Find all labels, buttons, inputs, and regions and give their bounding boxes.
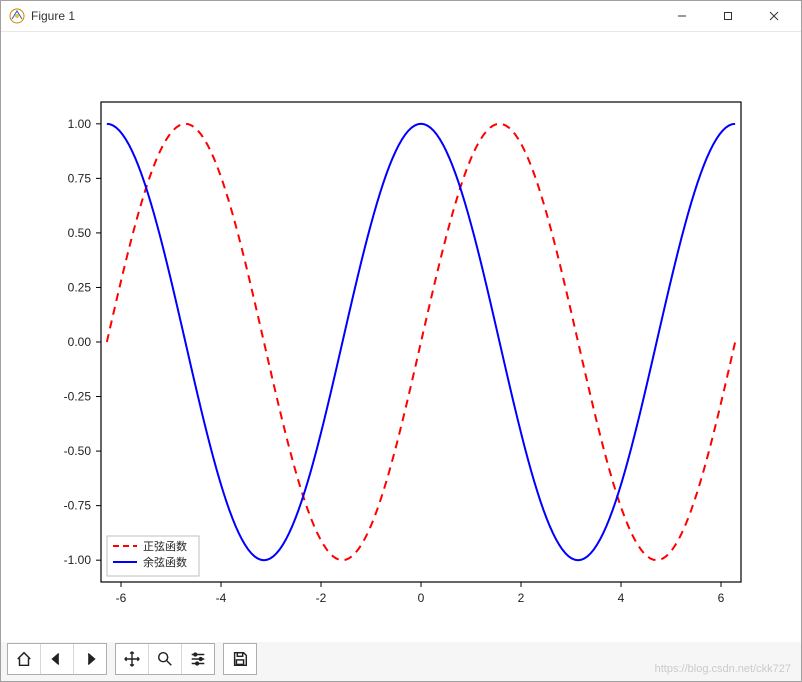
configure-button[interactable]	[182, 644, 214, 674]
forward-button[interactable]	[74, 644, 106, 674]
save-button[interactable]	[224, 644, 256, 674]
x-tick-label: -4	[216, 591, 227, 605]
y-tick-label: -0.25	[64, 390, 92, 404]
maximize-button[interactable]	[705, 1, 751, 31]
toolbar-group-view	[115, 643, 215, 675]
titlebar: Figure 1	[1, 1, 801, 32]
y-tick-label: 0.00	[68, 335, 92, 349]
plot-svg: -6 -4 -2 0 2 4 6 -1.00 -0.75 -0.50 -0.25 0.00 0.25 0.…	[1, 32, 801, 642]
figure-window: Figure 1 -6 -4 -2 0 2 4 6 -1.00 -0.75 -0.50 -0.25 0…	[0, 0, 802, 682]
plot-area[interactable]: -6 -4 -2 0 2 4 6 -1.00 -0.75 -0.50 -0.25 0.00 0.25 0.…	[1, 32, 801, 636]
minimize-button[interactable]	[659, 1, 705, 31]
y-tick-label: 0.25	[68, 280, 92, 294]
matplotlib-toolbar: https://blog.csdn.net/ckk727	[1, 636, 801, 681]
y-tick-label: 0.50	[68, 226, 92, 240]
window-title: Figure 1	[31, 9, 75, 23]
x-tick-label: 0	[418, 591, 425, 605]
x-tick-label: -6	[116, 591, 127, 605]
app-icon	[9, 8, 25, 24]
legend-label: 余弦函数	[143, 555, 187, 569]
y-tick-label: -0.75	[64, 499, 92, 513]
toolbar-group-save	[223, 643, 257, 675]
y-tick-label: 1.00	[68, 117, 92, 131]
y-tick-label: -1.00	[64, 553, 92, 567]
y-tick-label: 0.75	[68, 171, 92, 185]
home-button[interactable]	[8, 644, 41, 674]
pan-button[interactable]	[116, 644, 149, 674]
y-tick-label: -0.50	[64, 444, 92, 458]
x-tick-label: 4	[618, 591, 625, 605]
back-button[interactable]	[41, 644, 74, 674]
x-tick-label: 6	[718, 591, 725, 605]
x-tick-label: 2	[518, 591, 525, 605]
zoom-button[interactable]	[149, 644, 182, 674]
toolbar-group-nav	[7, 643, 107, 675]
x-tick-label: -2	[316, 591, 327, 605]
watermark: https://blog.csdn.net/ckk727	[655, 663, 791, 675]
legend-label: 正弦函数	[143, 539, 187, 553]
close-button[interactable]	[751, 1, 797, 31]
